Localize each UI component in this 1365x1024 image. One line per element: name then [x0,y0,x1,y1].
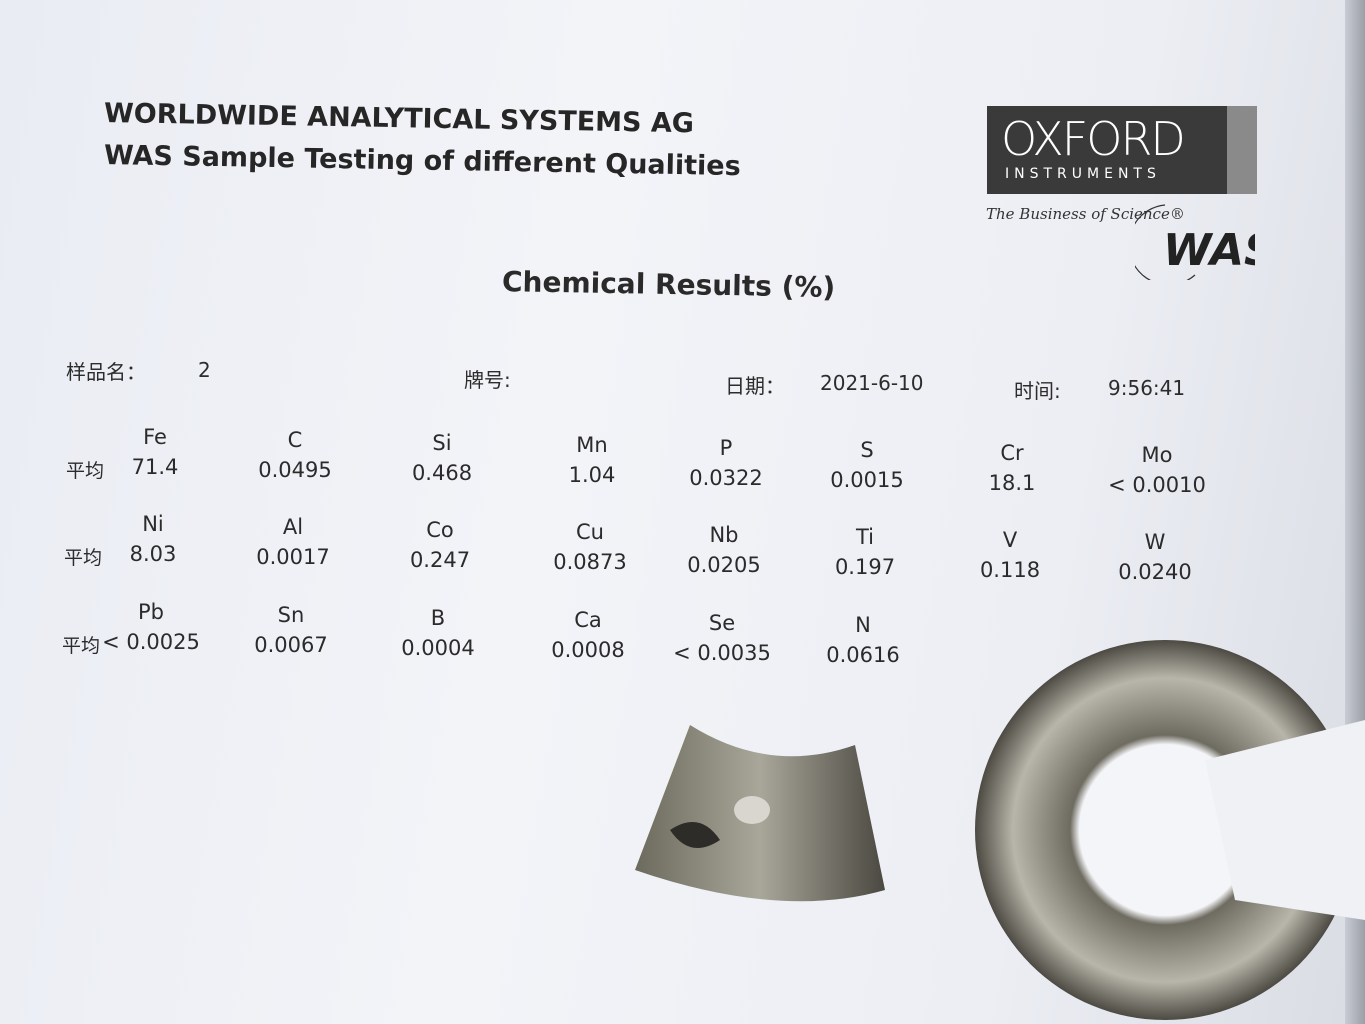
oxford-instruments-logo: OXFORD INSTRUMENTS [987,106,1257,194]
svg-text:WAS: WAS [1163,225,1255,276]
element-value: < 0.0025 [102,630,200,654]
element-value: 0.0873 [553,550,627,574]
metal-ring-sample [975,640,1365,1020]
element-result: Al 0.0017 [218,515,368,569]
date-value: 2021-6-10 [820,371,924,395]
element-value: 0.468 [411,461,473,485]
element-symbol: N [855,613,871,637]
element-symbol: Nb [709,523,739,547]
element-symbol: Si [432,431,452,455]
element-result: Cr 18.1 [937,441,1087,495]
element-result: B 0.0004 [363,606,513,660]
grade-label: 牌号: [464,368,511,392]
element-symbol: Co [426,518,454,542]
sample-label: 样品名： [66,360,146,384]
element-symbol: Pb [138,600,164,624]
element-symbol: Al [282,515,304,539]
element-value: 0.247 [409,548,471,572]
element-result: N 0.0616 [788,613,938,667]
element-symbol: Cr [1000,441,1024,465]
element-symbol: Sn [277,603,305,627]
element-symbol: Ca [574,608,602,632]
element-value: 0.0495 [258,458,332,482]
element-result: Mo < 0.0010 [1082,443,1232,497]
report-title: Chemical Results (%) [501,265,836,304]
element-value: 18.1 [988,471,1036,495]
element-value: < 0.0035 [673,641,771,665]
element-result: Sn 0.0067 [216,603,366,657]
element-result: P 0.0322 [651,436,801,490]
sample-value: 2 [198,358,211,382]
element-result: Mn 1.04 [517,433,667,487]
element-symbol: Se [708,611,736,635]
element-symbol: Ni [142,512,164,536]
element-symbol: C [287,428,303,452]
average-label: 平均 [64,547,103,569]
element-value: 71.4 [131,455,179,479]
element-symbol: Fe [143,425,167,449]
element-result: Ni 8.03 [78,512,228,566]
element-result: Ca 0.0008 [513,608,663,662]
element-value: 0.0004 [401,636,475,660]
element-value: 0.0015 [830,468,904,492]
element-result: Se < 0.0035 [647,611,797,665]
element-value: 0.197 [834,555,896,579]
element-result: Fe 71.4 [80,425,230,479]
element-value: 0.0008 [551,638,625,662]
was-logo: WAS [1135,204,1255,280]
element-value: 0.0067 [254,633,328,657]
element-result: V 0.118 [935,528,1085,582]
element-result: Ti 0.197 [790,525,940,579]
element-value: < 0.0010 [1108,473,1206,497]
element-result: Co 0.247 [365,518,515,572]
report-subtitle: WAS Sample Testing of different Qualitie… [103,140,741,183]
element-value: 0.0205 [687,553,761,577]
element-symbol: Cu [576,520,604,544]
element-result: Pb < 0.0025 [76,600,226,654]
element-result: Si 0.468 [367,431,517,485]
element-result: S 0.0015 [792,438,942,492]
element-symbol: W [1144,530,1166,554]
element-value: 1.04 [568,463,616,487]
element-result: W 0.0240 [1080,530,1230,584]
element-symbol: V [1002,528,1018,552]
company-name: WORLDWIDE ANALYTICAL SYSTEMS AG [103,98,695,140]
element-value: 8.03 [129,542,177,566]
element-symbol: B [430,606,446,630]
element-value: 0.0322 [689,466,763,490]
element-value: 0.0240 [1118,560,1192,584]
element-result: Nb 0.0205 [649,523,799,577]
metal-sample-fragment [635,725,885,902]
element-result: Cu 0.0873 [515,520,665,574]
element-value: 0.0017 [256,545,330,569]
time-label: 时间: [1014,379,1061,403]
element-result: C 0.0495 [220,428,370,482]
element-symbol: Mn [576,433,608,457]
logo-tagline: The Business of Science® [986,205,1185,223]
time-value: 9:56:41 [1108,376,1186,400]
element-symbol: Ti [855,525,875,549]
average-label: 平均 [66,460,105,482]
element-symbol: S [860,438,874,462]
element-symbol: Mo [1141,443,1173,467]
element-value: 0.118 [979,558,1041,582]
date-label: 日期： [725,374,785,398]
average-label: 平均 [62,635,101,657]
element-symbol: P [719,436,733,460]
element-value: 0.0616 [826,643,900,667]
